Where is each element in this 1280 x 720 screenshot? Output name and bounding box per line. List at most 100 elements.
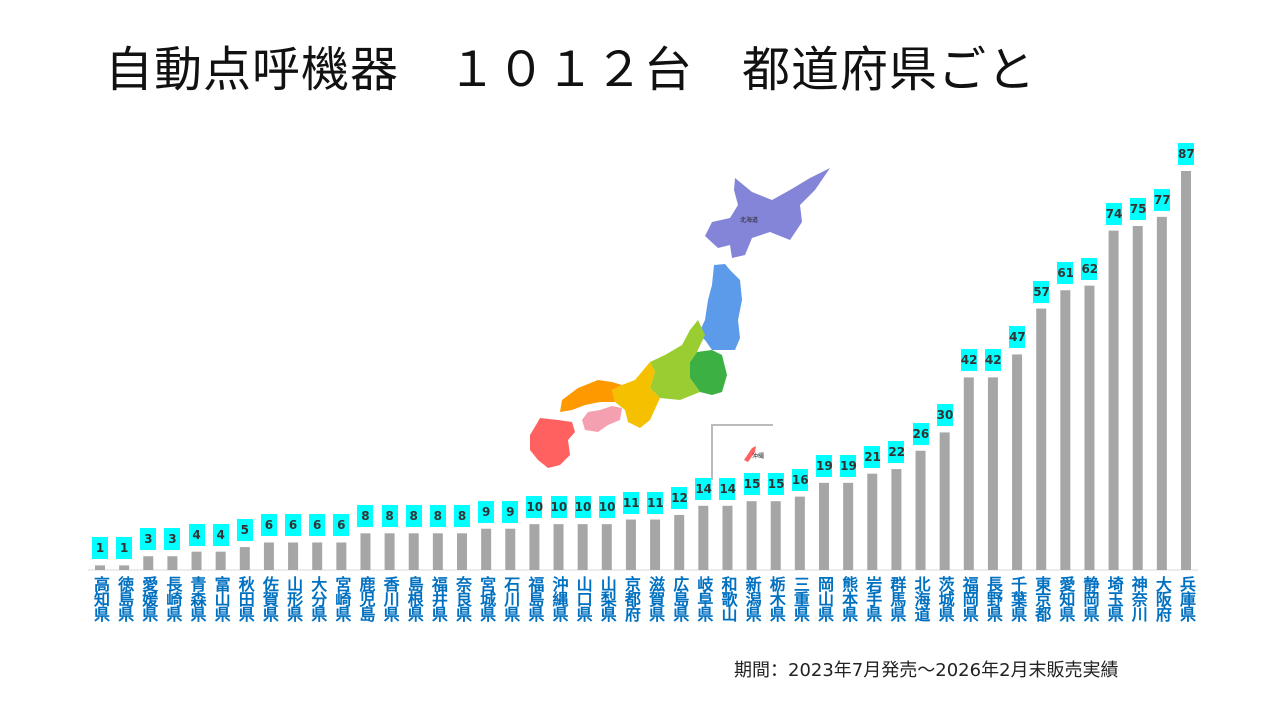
data-label: 8	[429, 505, 446, 528]
bar	[1181, 171, 1191, 570]
bar	[215, 551, 226, 570]
data-label: 6	[260, 514, 277, 537]
category-label: 埼玉県	[1104, 576, 1124, 621]
data-label: 15	[767, 473, 784, 496]
category-label: 北海道	[911, 576, 931, 621]
bar	[746, 501, 757, 570]
bar	[819, 482, 829, 570]
map-okinawa	[744, 446, 756, 462]
bar	[1060, 290, 1071, 570]
bar	[794, 496, 805, 570]
bar	[867, 473, 878, 570]
category-label: 高知県	[91, 576, 110, 621]
data-label: 19	[840, 454, 857, 477]
data-label: 62	[1081, 257, 1098, 280]
data-label: 8	[357, 505, 374, 528]
category-label: 奈良県	[453, 576, 472, 621]
data-label: 77	[1153, 188, 1171, 211]
bar	[987, 377, 998, 570]
category-label: 東京都	[1032, 576, 1052, 621]
data-label: 4	[212, 523, 229, 546]
bar	[95, 565, 105, 570]
map-chubu	[650, 320, 705, 400]
data-label: 87	[1178, 143, 1195, 165]
category-label: 三重県	[790, 576, 810, 621]
data-label: 47	[1009, 326, 1026, 349]
data-label: 8	[381, 505, 398, 528]
data-label: 10	[526, 496, 543, 519]
category-label: 宮崎県	[332, 576, 352, 621]
bar	[577, 524, 588, 570]
data-label: 9	[478, 500, 495, 523]
bar	[770, 501, 781, 570]
category-label: 沖縄県	[549, 576, 569, 621]
bar	[408, 533, 419, 570]
data-label: 26	[912, 422, 929, 445]
category-label: 岡山県	[815, 576, 834, 621]
bar	[698, 505, 709, 570]
japan-map: 北海道 沖縄	[530, 168, 830, 480]
bar	[167, 556, 178, 570]
bar	[263, 542, 274, 570]
data-label: 6	[309, 514, 326, 537]
category-label: 石川県	[501, 576, 521, 621]
data-label: 10	[574, 496, 591, 519]
bar	[505, 528, 516, 570]
category-label: 山形県	[284, 576, 304, 621]
category-label: 京都府	[621, 576, 641, 621]
data-label: 4	[188, 523, 205, 546]
bar	[1108, 230, 1119, 570]
category-label: 富山県	[211, 576, 231, 621]
map-inset-border	[711, 424, 773, 480]
bar	[481, 528, 492, 570]
bar	[939, 432, 950, 570]
category-label: 福島県	[525, 576, 545, 621]
category-label: 山口県	[573, 576, 593, 621]
bar	[963, 377, 974, 570]
category-label: 福岡県	[959, 576, 979, 621]
category-label: 神奈川	[1128, 576, 1148, 621]
bar	[143, 556, 154, 570]
category-label: 宮城県	[477, 576, 497, 621]
category-label: 島根県	[404, 576, 424, 621]
data-label: 3	[164, 528, 181, 551]
map-chugoku	[560, 380, 622, 412]
data-label: 11	[647, 491, 664, 514]
data-label: 74	[1105, 202, 1122, 225]
data-label: 12	[671, 486, 688, 509]
category-label: 愛媛県	[139, 576, 159, 621]
category-label: 長崎県	[163, 576, 183, 621]
data-label: 10	[598, 496, 616, 519]
data-label: 8	[454, 505, 470, 528]
bar	[191, 551, 202, 570]
bar	[1012, 354, 1023, 570]
category-label: 福井県	[428, 576, 448, 621]
bar	[625, 519, 636, 570]
bar	[915, 450, 926, 570]
category-label: 熊本県	[839, 576, 859, 621]
data-label: 11	[622, 491, 640, 514]
bar	[1084, 285, 1095, 570]
map-tohoku	[698, 264, 742, 350]
bar	[891, 469, 902, 570]
bar	[722, 505, 733, 570]
category-label: 長野県	[983, 576, 1003, 621]
data-label: 15	[743, 473, 760, 496]
category-label: 山梨県	[597, 576, 617, 621]
bar	[432, 533, 443, 570]
period-note: 期間：2023年7月発売～2026年2月末販売実績	[734, 660, 1119, 681]
data-label: 61	[1057, 262, 1074, 285]
map-label-hokkaido: 北海道	[740, 216, 758, 224]
category-label: 佐賀県	[259, 576, 279, 621]
data-label: 10	[550, 496, 567, 519]
map-kyushu	[530, 418, 575, 468]
map-label-okinawa: 沖縄	[752, 452, 764, 460]
data-label: 19	[816, 454, 833, 477]
category-label: 青森県	[187, 576, 207, 621]
category-label: 和歌山	[718, 576, 738, 621]
category-label: 徳島県	[115, 576, 135, 621]
data-label: 8	[405, 505, 422, 528]
map-kanto	[690, 350, 727, 395]
bar	[288, 542, 299, 570]
